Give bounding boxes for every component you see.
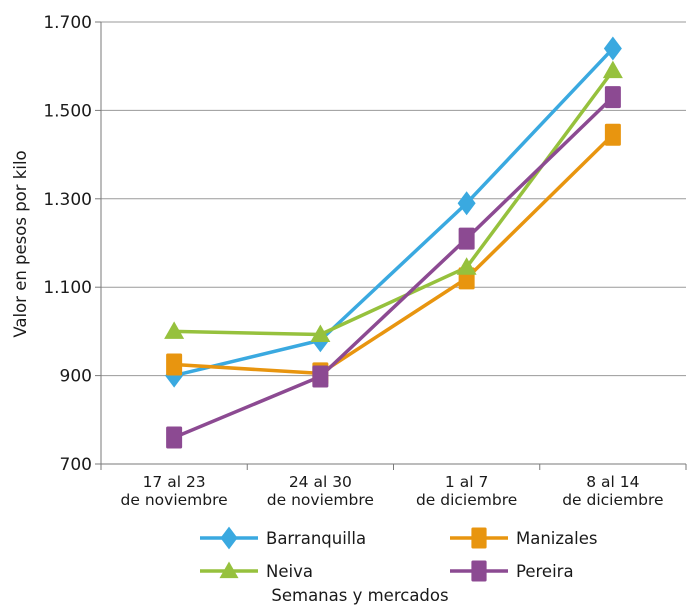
x-tick-label: 24 al 30 de noviembre xyxy=(267,473,374,509)
legend-marker xyxy=(471,527,487,549)
legend-marker xyxy=(471,560,487,582)
y-tick-labels: 700 900 1.100 1.300 1.500 1.700 xyxy=(43,13,92,475)
legend-label-manizales: Manizales xyxy=(516,529,598,548)
data-point-neiva xyxy=(310,324,331,342)
gridlines xyxy=(101,21,686,377)
series-line-pereira xyxy=(172,95,615,440)
legend-label-neiva: Neiva xyxy=(266,562,313,581)
y-tick-label: 1.700 xyxy=(43,13,92,33)
data-point-pereira xyxy=(166,426,183,449)
series-line-manizales xyxy=(172,132,615,376)
series-line-barranquilla xyxy=(172,46,615,378)
y-tick-label: 1.300 xyxy=(43,190,92,210)
x-tick-label: 1 al 7 de diciembre xyxy=(416,473,517,509)
series-lines xyxy=(172,46,615,440)
data-point-neiva xyxy=(456,257,477,275)
data-point-neiva xyxy=(602,60,623,79)
data-point-neiva xyxy=(164,321,185,339)
legend-marker xyxy=(220,526,238,550)
y-tick-label: 700 xyxy=(60,455,92,475)
data-point-barranquilla xyxy=(603,36,622,61)
data-point-pereira xyxy=(604,86,621,109)
axes xyxy=(95,21,687,470)
data-point-manizales xyxy=(166,353,183,376)
legend: Barranquilla Manizales Neiva Pereira xyxy=(200,526,598,582)
x-tick-label: 8 al 14 de diciembre xyxy=(562,473,663,509)
x-axis-title: Semanas y mercados xyxy=(271,586,448,605)
y-tick-label: 900 xyxy=(60,367,92,387)
data-point-barranquilla xyxy=(457,191,476,216)
y-tick-label: 1.500 xyxy=(43,101,92,121)
data-point-pereira xyxy=(312,365,329,388)
y-tick-label: 1.100 xyxy=(43,278,92,298)
data-point-manizales xyxy=(604,123,621,146)
legend-label-barranquilla: Barranquilla xyxy=(266,529,366,548)
data-point-pereira xyxy=(458,227,475,250)
legend-marker xyxy=(219,561,239,579)
series-markers xyxy=(164,36,623,449)
x-tick-labels: 17 al 23 de noviembre 24 al 30 de noviembre… xyxy=(121,473,664,509)
x-tick-label: 17 al 23 de noviembre xyxy=(121,473,228,509)
legend-label-pereira: Pereira xyxy=(516,562,574,581)
y-axis-title: Valor en pesos por kilo xyxy=(11,150,30,337)
